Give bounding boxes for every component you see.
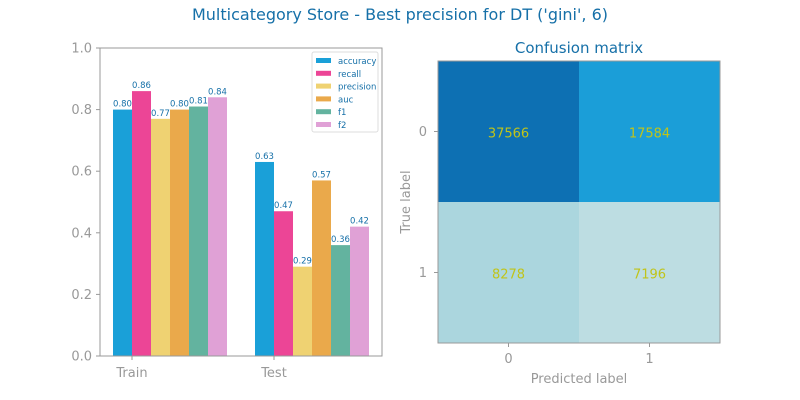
bar-f2-test (350, 226, 369, 356)
bar-value-label: 0.80 (113, 100, 132, 110)
bar-value-label: 0.36 (331, 235, 350, 245)
matrix-cell-0-0 (438, 61, 579, 202)
legend-entry-f2: f2 (338, 121, 346, 131)
y-axis-label: True label (399, 170, 414, 234)
bar-auc-train (170, 109, 189, 356)
bar-value-label: 0.29 (293, 257, 312, 267)
bar-value-label: 0.63 (255, 152, 274, 162)
legend-entry-recall: recall (338, 70, 361, 80)
legend-swatch-f1 (316, 109, 331, 115)
bar-recall-train (132, 91, 151, 357)
legend: accuracy recall precision auc f1 f2 (311, 51, 379, 133)
x-axis: Train Test (115, 356, 287, 381)
legend-entry-auc: auc (338, 95, 354, 105)
matrix-frame (437, 60, 721, 344)
confusion-matrix: Confusion matrix 37566 17584 8278 7196 0 1 0 1… (399, 39, 721, 387)
bar-value-label: 0.81 (189, 97, 208, 107)
bar-auc-test (312, 180, 331, 356)
figure-title: Multicategory Store - Best precision for… (192, 5, 608, 24)
y-tick-label: 0.0 (71, 350, 92, 365)
x-tick-label: 0 (504, 352, 512, 367)
y-tick-label: 0.4 (71, 226, 92, 241)
bar-accuracy-train (113, 109, 132, 356)
legend-entry-accuracy: accuracy (338, 57, 376, 67)
bar-chart: 0.00.20.40.60.81.0 0.800.860.770.80 0.810… (71, 42, 383, 381)
x-tick-label: Train (115, 366, 147, 381)
matrix-cell-value: 7196 (633, 268, 666, 283)
matrix-cell-1-1 (579, 202, 720, 343)
legend-swatch-precision (316, 83, 331, 89)
bar-f2-train (208, 97, 227, 356)
y-tick-label: 1.0 (71, 42, 92, 57)
bar-value-label: 0.86 (132, 81, 151, 91)
y-tick-label: 0.2 (71, 288, 92, 303)
bar-f1-train (189, 106, 208, 357)
bar-precision-test (293, 266, 312, 356)
y-tick-label: 1 (419, 266, 427, 281)
matrix-cell-value: 37566 (488, 127, 529, 142)
y-axis: 0.0 0.2 0.4 0.6 0.8 1.0 (71, 42, 100, 365)
bar-value-label: 0.84 (208, 87, 227, 97)
bar-value-labels: 0.800.860.770.80 0.810.840.630.470.290.57… (113, 81, 369, 267)
bar-value-label: 0.47 (274, 201, 293, 211)
matrix-cell-1-0 (438, 202, 579, 343)
plot-frame (99, 47, 383, 357)
bar-f1-test (331, 245, 350, 356)
legend-swatch-f2 (316, 122, 331, 127)
legend-entry-f1: f1 (338, 108, 346, 118)
legend-swatch-accuracy (316, 58, 331, 63)
legend-swatch-auc (316, 96, 331, 102)
bar-value-label: 0.77 (151, 109, 170, 119)
matrix-cells: 37566 17584 8278 7196 (438, 61, 720, 343)
matrix-cell-value: 17584 (629, 127, 670, 142)
matrix-cell-0-1 (579, 61, 720, 202)
bar-accuracy-test (255, 161, 274, 356)
y-tick-label: 0.6 (71, 165, 92, 180)
y-tick-label: 0 (419, 125, 427, 140)
bars (113, 91, 369, 357)
bar-precision-train (151, 118, 170, 356)
x-tick-label: 1 (645, 352, 653, 367)
legend-entry-precision: precision (338, 83, 376, 93)
bar-value-label: 0.80 (170, 100, 189, 110)
y-tick-label: 0.8 (71, 103, 92, 118)
x-axis-label: Predicted label (531, 372, 628, 387)
bar-value-label: 0.57 (312, 170, 331, 180)
bar-recall-test (274, 211, 293, 356)
x-tick-label: Test (260, 366, 287, 381)
legend-swatch-recall (316, 70, 331, 76)
bar-value-label: 0.42 (350, 217, 369, 227)
matrix-cell-value: 8278 (492, 268, 525, 283)
confusion-matrix-title: Confusion matrix (515, 39, 643, 57)
matrix-ticks: 0 1 0 1 (419, 125, 654, 367)
